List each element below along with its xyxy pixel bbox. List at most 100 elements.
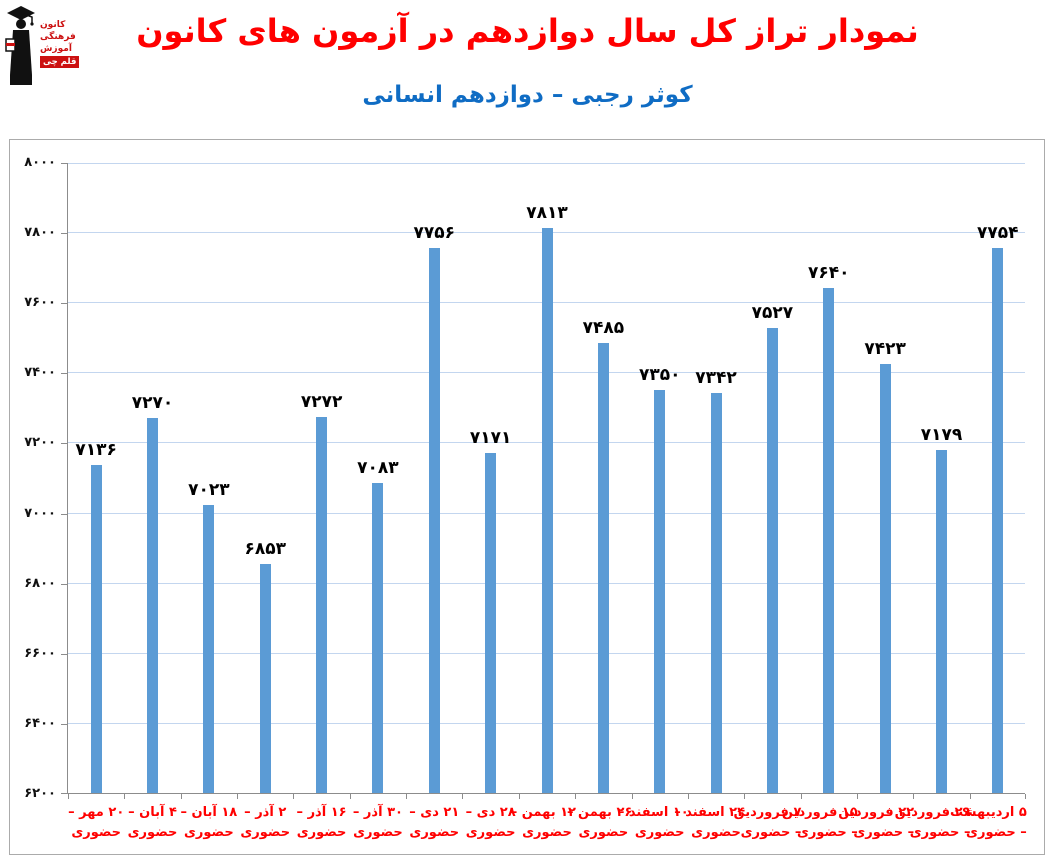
x-tick-mark bbox=[631, 794, 633, 799]
category-label: ۲۴ اسفند – حضوری bbox=[674, 803, 745, 843]
y-tick-mark bbox=[61, 233, 68, 235]
y-tick-mark bbox=[61, 653, 68, 655]
logo-text-line: آموزش bbox=[40, 44, 72, 54]
x-tick-mark bbox=[518, 794, 520, 799]
x-tick-mark bbox=[969, 794, 971, 799]
bar bbox=[879, 364, 891, 793]
bar-value-label: ۷۸۱۳ bbox=[526, 202, 568, 223]
logo-text-line: فرهنگی bbox=[40, 32, 76, 42]
category-label: ۳۰ آذر – حضوری bbox=[349, 803, 407, 843]
y-tick-mark bbox=[61, 513, 68, 515]
plot-area: ۸۰۰۰ ۷۸۰۰ ۷۶۰۰ ۷۴۰۰ ۷۲۰۰ ۷۰۰۰ ۶۸۰۰ ۶۶۰۰ ۶۴۰۰ ۶۲۰۰… bbox=[24, 155, 1027, 840]
category-label-line1: ۱۲ بهمن – bbox=[510, 805, 576, 820]
y-tick-mark bbox=[61, 303, 68, 305]
category-label: ۴ آبان – حضوری bbox=[124, 803, 182, 843]
category-label: ۱۵ فروردین – حضوری bbox=[781, 803, 858, 843]
category-label-line2: حضوری bbox=[634, 825, 685, 840]
y-tick-mark bbox=[61, 373, 68, 375]
y-tick-label: ۷۰۰۰ bbox=[24, 505, 56, 521]
y-tick-label: ۶۶۰۰ bbox=[24, 645, 56, 661]
bar-value-label: ۷۳۴۲ bbox=[695, 367, 737, 388]
bar-value-label: ۷۴۲۳ bbox=[864, 339, 906, 360]
chart-title: نمودار تراز کل سال دوازدهم در آزمون های … bbox=[136, 12, 919, 50]
y-tick-label: ۷۶۰۰ bbox=[24, 295, 56, 311]
y-gridline bbox=[68, 163, 1025, 164]
bar bbox=[935, 449, 947, 793]
category-label-line2: حضوری bbox=[240, 825, 291, 840]
x-tick-mark bbox=[124, 794, 126, 799]
logo-badge: قلم چی bbox=[40, 56, 80, 68]
category-label-line1: ۲ آذر – bbox=[244, 805, 287, 820]
category-label-line1: ۲۸ دی – bbox=[465, 805, 516, 820]
category-label: ۱۲ بهمن – حضوری bbox=[510, 803, 576, 843]
y-tick-mark bbox=[61, 583, 68, 585]
category-label: ۲۲ فروردین – حضوری bbox=[838, 803, 915, 843]
bar-value-label: ۷۷۵۴ bbox=[977, 223, 1019, 244]
category-label-line1: ۱۸ آبان – bbox=[180, 805, 238, 820]
bar bbox=[259, 564, 271, 793]
bar bbox=[710, 392, 722, 793]
bar bbox=[147, 417, 159, 793]
bar-value-label: ۷۰۲۳ bbox=[188, 479, 230, 500]
bar bbox=[316, 417, 328, 793]
category-label-line2: – حضوری bbox=[909, 825, 971, 840]
bar bbox=[90, 464, 102, 793]
bar-value-label: ۷۱۳۶ bbox=[75, 439, 117, 460]
bar bbox=[203, 504, 215, 793]
category-label-line2: حضوری bbox=[409, 825, 460, 840]
y-tick-mark bbox=[61, 793, 68, 794]
x-tick-mark bbox=[913, 794, 915, 799]
bar bbox=[766, 327, 778, 793]
bar-value-label: ۷۵۲۷ bbox=[751, 302, 794, 323]
category-label-line1: ۵ اردیبهشت bbox=[949, 805, 1027, 820]
bar-value-label: ۷۷۵۶ bbox=[413, 222, 456, 243]
bar-value-label: ۷۳۵۰ bbox=[638, 364, 681, 385]
x-tick-mark bbox=[237, 794, 239, 799]
x-tick-mark bbox=[406, 794, 408, 799]
category-label: ۵ اردیبهشت – حضوری bbox=[949, 803, 1027, 843]
category-label-line1: ۱۵ فروردین bbox=[781, 805, 858, 820]
logo-text: کانون فرهنگی آموزش قلم چی bbox=[40, 19, 80, 68]
bar-value-label: ۷۱۷۹ bbox=[920, 424, 963, 445]
category-label-line1: ۱۶ آذر – bbox=[296, 805, 347, 820]
bar bbox=[485, 452, 497, 793]
x-tick-mark bbox=[462, 794, 464, 799]
bar bbox=[541, 227, 553, 793]
bar-value-label: ۷۱۷۱ bbox=[469, 427, 512, 448]
y-tick-label: ۸۰۰۰ bbox=[24, 155, 56, 170]
category-label-line2: حضوری bbox=[465, 825, 516, 840]
category-label-line1: ۲۰ مهر – bbox=[68, 805, 125, 820]
category-label-line1: ۴ آبان – bbox=[128, 805, 177, 820]
x-tick-mark bbox=[349, 794, 351, 799]
logo-text-line: کانون bbox=[40, 20, 66, 30]
category-label-line2: – حضوری bbox=[853, 825, 915, 840]
category-label: ۲۱ دی – حضوری bbox=[405, 803, 463, 843]
chart-frame: ۸۰۰۰ ۷۸۰۰ ۷۶۰۰ ۷۴۰۰ ۷۲۰۰ ۷۰۰۰ ۶۸۰۰ ۶۶۰۰ ۶۴۰۰ ۶۲۰۰… bbox=[9, 139, 1045, 855]
bar bbox=[428, 247, 440, 793]
bar bbox=[992, 248, 1004, 793]
category-label: ۱۸ آبان – حضوری bbox=[180, 803, 238, 843]
category-label-line1: ۲۲ فروردین bbox=[838, 805, 915, 820]
bar-value-label: ۷۲۷۲ bbox=[300, 392, 343, 413]
category-label: ۲۹ فروردین – حضوری bbox=[895, 803, 971, 843]
bar-value-label: ۷۲۷۰ bbox=[131, 392, 174, 413]
category-label-line1: ۳۰ آذر – bbox=[352, 805, 403, 820]
category-label: ۲۶ بهمن – حضوری bbox=[567, 803, 632, 843]
category-label-line2: حضوری bbox=[184, 825, 234, 840]
bar bbox=[597, 342, 609, 793]
category-label: ۲۰ مهر – حضوری bbox=[67, 803, 125, 843]
bar-value-label: ۷۰۸۳ bbox=[357, 458, 399, 479]
category-label-line2: حضوری bbox=[296, 825, 347, 840]
y-tick-mark bbox=[61, 443, 68, 445]
x-tick-mark bbox=[687, 794, 689, 799]
y-tick-mark bbox=[61, 163, 68, 164]
graduate-icon bbox=[5, 6, 35, 85]
bar-value-label: ۷۶۴۰ bbox=[807, 263, 850, 284]
bar bbox=[823, 288, 835, 793]
y-tick-label: ۶۴۰۰ bbox=[24, 715, 56, 731]
x-tick-mark bbox=[68, 794, 69, 799]
bar bbox=[654, 389, 666, 793]
y-tick-label: ۷۴۰۰ bbox=[24, 365, 56, 381]
category-label: ۲ آذر – حضوری bbox=[236, 803, 294, 843]
